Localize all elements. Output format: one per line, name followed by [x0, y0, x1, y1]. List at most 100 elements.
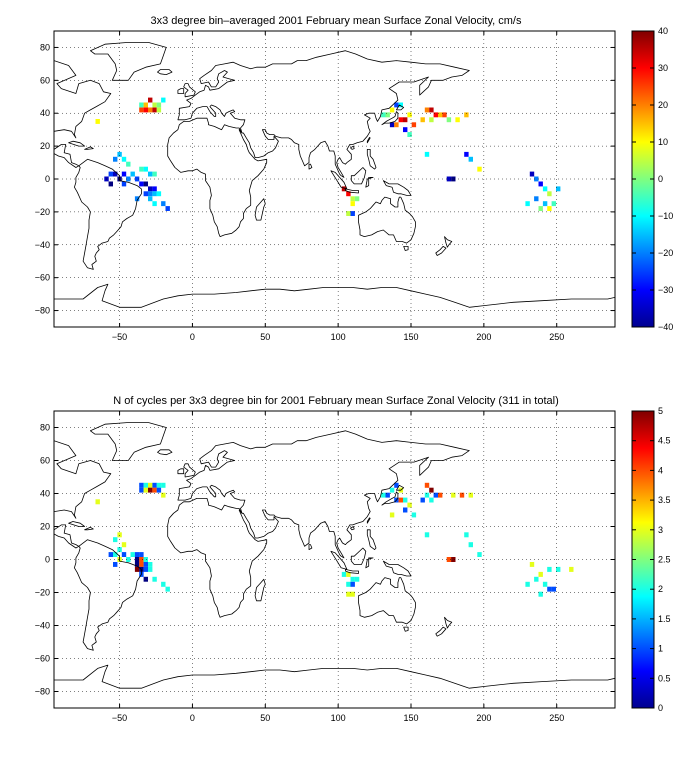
data-cell [477, 552, 482, 557]
colorbar-tick-label: −40 [658, 322, 673, 332]
panel-2: N of cycles per 3x3 degree bin for 2001 … [35, 395, 671, 723]
coastline-tasmania [403, 626, 409, 632]
coastline-hispaniola [84, 146, 94, 150]
data-cell [95, 499, 100, 505]
data-cell [152, 107, 157, 113]
coastline-ireland [177, 88, 185, 94]
data-cell [148, 107, 153, 113]
data-cell [459, 492, 465, 498]
data-cell [113, 537, 118, 543]
data-cell [442, 112, 447, 118]
data-cell [148, 171, 153, 177]
data-cell [143, 107, 148, 113]
data-cell [534, 576, 539, 582]
data-cell [139, 487, 144, 493]
data-cell [468, 156, 473, 162]
data-cell [143, 166, 148, 172]
data-cell [148, 562, 153, 567]
data-cell [95, 119, 100, 124]
data-cell [143, 487, 148, 493]
coastline-namerica [54, 440, 112, 549]
data-cell [424, 482, 430, 488]
y-tick-label: −40 [35, 621, 50, 631]
data-cell [152, 191, 157, 197]
data-cell [341, 186, 347, 192]
data-cell [152, 201, 157, 207]
data-cell [446, 117, 452, 123]
data-cell [143, 566, 148, 572]
colorbar-tick-label: 2 [658, 584, 663, 594]
data-cell [156, 487, 162, 493]
data-cell [407, 132, 412, 137]
data-cell [350, 201, 355, 207]
data-cell [152, 186, 157, 192]
data-cell [117, 151, 122, 157]
data-cell [394, 482, 399, 488]
colorbar-tick-label: −20 [658, 248, 673, 258]
x-tick-label: −50 [112, 713, 127, 723]
coastline-cuba [68, 140, 85, 147]
data-cell [108, 181, 113, 187]
x-tick-label: 0 [190, 713, 195, 723]
data-cell [117, 532, 122, 538]
data-cell [446, 557, 452, 562]
coastline-hokkaido [395, 104, 405, 111]
data-cell [403, 127, 408, 133]
data-cell [477, 166, 482, 172]
coastline-nz_south [435, 245, 447, 256]
coastline-madagascar [254, 198, 266, 221]
coastline-madagascar [254, 578, 266, 602]
data-cell [468, 492, 473, 498]
data-cell [143, 557, 148, 562]
x-tick-label: 150 [403, 713, 418, 723]
data-cell [525, 581, 530, 587]
data-cell [121, 542, 127, 548]
data-cell [542, 201, 548, 207]
data-cell [398, 497, 403, 503]
colorbar-tick-label: 0 [658, 703, 663, 713]
data-cell [398, 102, 403, 108]
data-cell [117, 547, 122, 553]
data-cell [346, 571, 351, 577]
data-cell [420, 497, 425, 503]
data-cell [139, 482, 144, 488]
data-cell [354, 196, 360, 202]
data-cell [341, 571, 347, 577]
data-cell [547, 191, 552, 197]
x-tick-label: 100 [331, 713, 346, 723]
y-tick-label: −20 [35, 207, 50, 217]
coastline-hainan [350, 145, 355, 150]
data-cell [455, 117, 460, 123]
coastline-taiwan [366, 517, 371, 524]
coastline-taiwan [366, 136, 371, 144]
data-cell [121, 181, 127, 187]
data-cell [538, 206, 543, 211]
data-cell [161, 492, 166, 498]
data-cell [143, 576, 148, 582]
data-cell [152, 487, 157, 493]
x-tick-label: 50 [260, 713, 270, 723]
data-cell [389, 122, 395, 128]
data-cell [139, 166, 144, 172]
x-tick-label: 0 [190, 332, 195, 342]
data-cell [403, 507, 408, 513]
data-cell [134, 557, 140, 562]
y-tick-label: 0 [45, 174, 50, 184]
data-cell [346, 211, 351, 216]
data-cell [143, 191, 148, 197]
coastline-iceland [157, 69, 173, 75]
x-tick-label: 150 [403, 332, 418, 342]
data-cell [130, 552, 135, 557]
data-cell [556, 566, 561, 572]
coastline-newguinea [382, 560, 412, 577]
data-cell [538, 591, 543, 597]
colorbar-tick-label: 1 [658, 644, 663, 654]
data-cell [148, 196, 153, 202]
coastline-japan [381, 491, 399, 506]
data-cell [551, 201, 556, 207]
data-cell [529, 562, 535, 567]
x-tick-label: 250 [549, 713, 564, 723]
data-cell [152, 576, 157, 582]
data-cell [424, 492, 430, 498]
x-tick-label: 100 [331, 332, 346, 342]
